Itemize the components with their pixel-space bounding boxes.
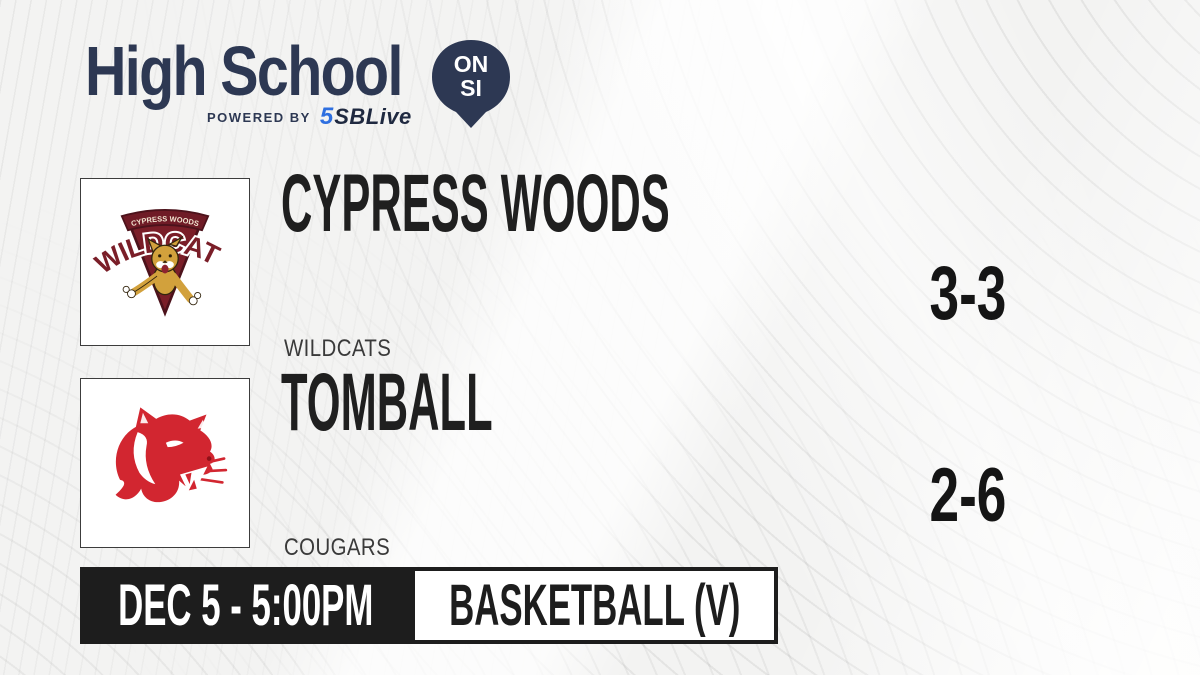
svg-text:CYPRESS WOODS: CYPRESS WOODS [130,214,200,228]
team1-mascot-label: WILDCATS [284,335,392,362]
powered-by-label: POWERED BY [207,109,311,125]
pin-text-si: SI [460,75,482,101]
sblive-wordmark: SBLive [334,104,412,129]
team2-logo-box [80,378,250,548]
sblive-logo: 5 SBLive [320,105,412,129]
brand-header: High School [85,36,471,126]
team1-record: 3-3 [929,251,1006,336]
team1-name: CYPRESS WOODS [281,158,670,249]
wildcat-mascot-figure [122,235,202,306]
wildcats-banner-text: CYPRESS WOODS [130,214,200,228]
cypress-woods-wildcats-logo: CYPRESS WOODS WILDCATS [90,187,228,317]
tomball-cougars-logo [115,407,228,503]
sblive-bolt-glyph: 5 [319,103,334,130]
powered-by-row: POWERED BY 5 SBLive [207,105,412,129]
event-datetime-text: DEC 5 - 5:00PM [117,572,374,638]
event-datetime-badge: DEC 5 - 5:00PM [80,567,411,644]
onsi-pin-icon: ON SI [432,40,510,128]
pin-text-on: ON [454,51,489,77]
team2-mascot-label: COUGARS [284,534,391,561]
event-sport-text: BASKETBALL (V) [448,572,741,638]
event-bar: DEC 5 - 5:00PM BASKETBALL (V) [80,567,778,644]
brand-title: High School [85,32,403,110]
team2-name: TOMBALL [281,357,493,448]
team2-record: 2-6 [929,453,1006,538]
event-sport-badge: BASKETBALL (V) [411,567,778,644]
team1-logo-box: CYPRESS WOODS WILDCATS [80,178,250,346]
cougar-head [115,407,215,503]
